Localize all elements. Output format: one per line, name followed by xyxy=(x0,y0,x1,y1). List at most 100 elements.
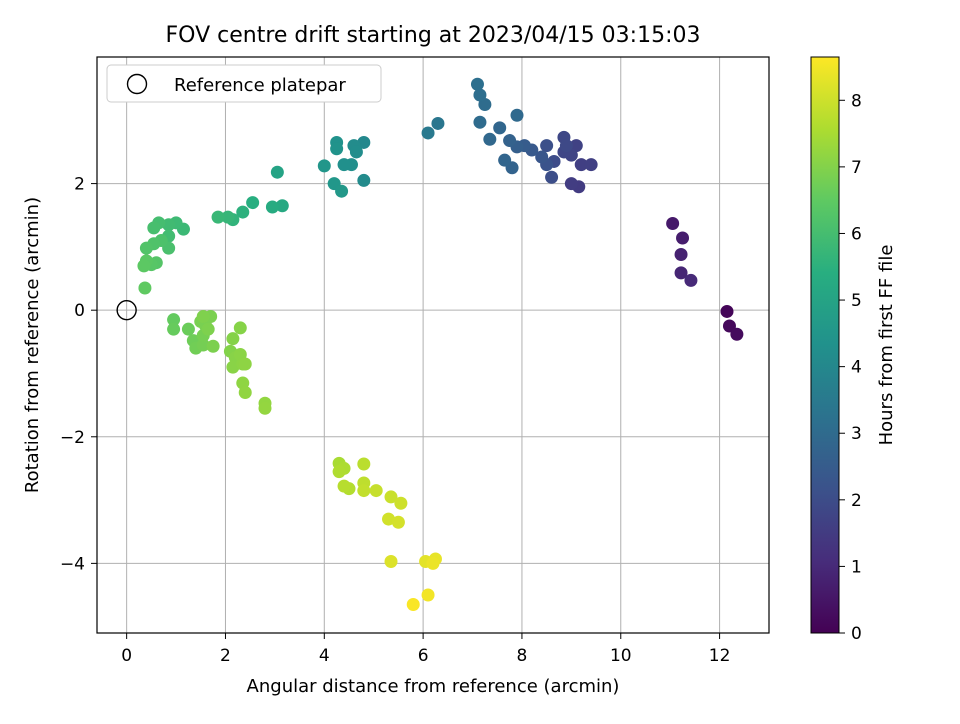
data-point xyxy=(382,512,396,526)
colorbar-tick-label: 5 xyxy=(851,291,862,311)
data-point xyxy=(233,321,247,335)
data-point xyxy=(483,132,497,146)
data-point xyxy=(574,158,588,172)
data-point xyxy=(246,196,260,210)
data-point xyxy=(684,273,698,287)
x-axis-ticks: 0 2 4 6 8 10 12 xyxy=(121,633,730,666)
colorbar-tick-label: 4 xyxy=(851,358,862,378)
data-point xyxy=(406,598,420,612)
data-point xyxy=(535,150,549,164)
data-point xyxy=(139,241,153,255)
data-point xyxy=(545,170,559,184)
data-point xyxy=(201,322,215,336)
colorbar-label: Hours from first FF file xyxy=(876,245,897,446)
data-point xyxy=(357,484,371,498)
data-point xyxy=(498,153,512,167)
data-point xyxy=(167,313,181,327)
data-point xyxy=(137,259,151,273)
x-tick-label: 6 xyxy=(418,646,429,666)
colorbar xyxy=(810,56,840,634)
data-point xyxy=(270,165,284,179)
data-point xyxy=(275,199,289,213)
y-axis-label: Rotation from reference (arcmin) xyxy=(22,197,43,493)
data-point xyxy=(421,588,435,602)
data-point xyxy=(357,135,371,149)
data-point xyxy=(196,310,210,324)
colorbar-tick-label: 6 xyxy=(851,224,862,244)
data-point xyxy=(470,77,484,91)
data-point xyxy=(421,126,435,140)
data-point xyxy=(674,247,688,261)
data-point xyxy=(493,121,507,135)
data-point xyxy=(676,231,690,245)
data-point xyxy=(196,338,210,352)
y-tick-label: 0 xyxy=(74,301,85,321)
data-point xyxy=(473,88,487,102)
chart-title: FOV centre drift starting at 2023/04/15 … xyxy=(166,23,701,48)
colorbar-tick-label: 3 xyxy=(851,424,862,444)
data-point xyxy=(167,322,181,336)
reference-marker xyxy=(116,299,137,321)
colorbar-tick-label: 0 xyxy=(851,624,862,644)
data-point xyxy=(226,360,240,374)
data-point xyxy=(369,484,383,498)
legend-entry-reference: Reference platepar xyxy=(174,75,346,96)
x-tick-label: 0 xyxy=(121,646,132,666)
data-point xyxy=(238,357,252,371)
data-point xyxy=(394,496,408,510)
x-tick-label: 12 xyxy=(709,646,731,666)
data-point xyxy=(337,479,351,493)
data-point xyxy=(226,332,240,346)
y-tick-label: −2 xyxy=(60,428,85,448)
data-point xyxy=(391,515,405,529)
data-point xyxy=(540,139,554,153)
data-point xyxy=(147,221,161,235)
data-point xyxy=(426,556,440,570)
data-point xyxy=(335,184,349,198)
grid-lines xyxy=(97,57,769,633)
reference-platepar-marker xyxy=(116,299,137,321)
legend: Reference platepar xyxy=(106,64,382,103)
data-point xyxy=(357,173,371,187)
data-point xyxy=(384,490,398,504)
y-tick-label: −4 xyxy=(60,554,85,574)
data-point xyxy=(559,139,573,153)
colorbar-tick-label: 7 xyxy=(851,158,862,178)
data-point xyxy=(330,142,344,156)
data-point xyxy=(510,108,524,122)
data-point xyxy=(211,210,225,224)
data-point xyxy=(236,205,250,219)
legend-box xyxy=(106,64,382,103)
y-tick-label: 2 xyxy=(74,175,85,195)
x-tick-label: 8 xyxy=(517,646,528,666)
data-point xyxy=(730,327,744,341)
data-point xyxy=(265,200,279,214)
colorbar-ticks: 0 1 2 3 4 5 6 7 8 xyxy=(839,91,862,644)
data-point xyxy=(181,322,195,336)
data-points xyxy=(137,77,744,612)
data-point xyxy=(349,145,363,159)
data-point xyxy=(317,159,331,173)
data-point xyxy=(503,134,517,148)
plot-frame xyxy=(96,56,770,634)
x-tick-label: 10 xyxy=(610,646,632,666)
colorbar-tick-label: 8 xyxy=(851,91,862,111)
colorbar-tick-label: 2 xyxy=(851,491,862,511)
x-tick-label: 2 xyxy=(220,646,231,666)
data-point xyxy=(162,218,176,232)
data-point xyxy=(473,115,487,129)
data-point xyxy=(138,281,152,295)
x-tick-label: 4 xyxy=(319,646,330,666)
data-point xyxy=(337,158,351,172)
legend-reference-marker xyxy=(126,73,148,95)
data-point xyxy=(238,385,252,399)
data-point xyxy=(206,339,220,353)
data-point xyxy=(720,304,734,318)
data-point xyxy=(674,266,688,280)
data-point xyxy=(258,401,272,415)
data-point xyxy=(564,177,578,191)
data-point xyxy=(221,210,235,224)
data-point xyxy=(666,216,680,230)
data-point xyxy=(357,457,371,471)
